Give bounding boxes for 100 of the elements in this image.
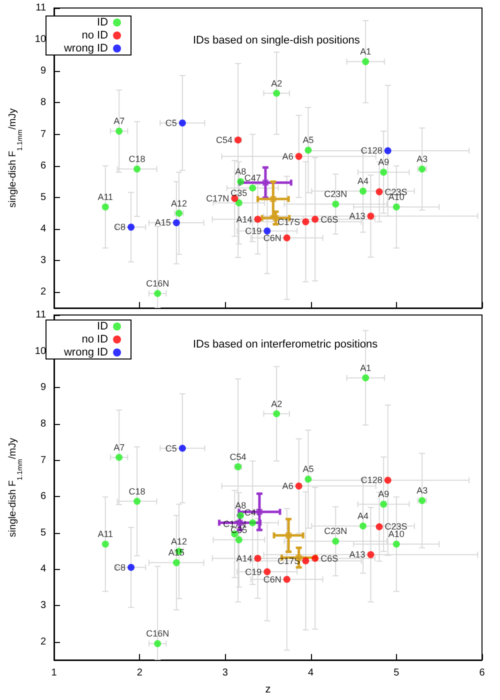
y-tick-label: 11: [36, 2, 46, 14]
y-tick-label: 4: [40, 564, 46, 575]
data-label: C19: [245, 226, 262, 236]
legend-label: no ID: [82, 334, 108, 346]
point: [249, 184, 256, 192]
legend-label: wrong ID: [62, 42, 108, 54]
point: [367, 212, 374, 220]
point: [172, 219, 180, 226]
y-tick-label: 8: [40, 97, 46, 108]
data-label: C128: [360, 146, 382, 156]
y-tick-label: 9: [40, 382, 46, 394]
data-label: A13: [349, 211, 366, 222]
point: [154, 640, 162, 648]
point: [312, 216, 319, 223]
data-label: A6: [282, 151, 294, 162]
data-label: A15: [154, 218, 171, 228]
data-label: C54: [230, 452, 246, 462]
point: [116, 128, 123, 135]
point: [380, 500, 388, 508]
data-label: A11: [98, 529, 114, 540]
data-label: C6N: [263, 574, 282, 584]
data-label: A13: [349, 550, 366, 560]
data-label: C54: [216, 135, 233, 145]
point: [154, 290, 162, 297]
data-label: C17S: [278, 216, 300, 227]
data-label: C16N: [146, 628, 170, 639]
data-label: A3: [416, 486, 428, 496]
x-tick-label: 3: [222, 668, 228, 678]
point: [235, 536, 242, 544]
point: [264, 227, 271, 234]
data-label: C18: [128, 154, 146, 164]
y-tick-label: 6: [40, 160, 46, 172]
data-label: C35: [230, 188, 248, 198]
legend-label: ID: [97, 320, 108, 332]
point: [273, 410, 280, 418]
point: [178, 444, 186, 452]
point: [286, 532, 292, 538]
data-label: A14: [236, 553, 252, 564]
x-tick-label: 5: [394, 668, 400, 678]
point: [116, 454, 123, 461]
data-label: C128: [360, 475, 382, 486]
y-tick-label: 7: [40, 128, 46, 140]
data-label: C6N: [263, 232, 282, 243]
point: [295, 152, 302, 160]
data-label: C16N: [146, 278, 170, 288]
data-label: A8: [235, 500, 246, 510]
legend-label: wrong ID: [62, 346, 108, 358]
point: [102, 203, 109, 210]
text: IDs based on interferometric positions: [193, 338, 378, 350]
data-label: A8: [235, 166, 246, 177]
point: [128, 224, 135, 231]
x-axis-title: z: [265, 684, 271, 696]
point: [272, 215, 279, 221]
point: [360, 188, 367, 195]
data-label: A9: [378, 157, 390, 168]
data-label: C23N: [324, 526, 348, 536]
y-tick-label: 10: [34, 346, 46, 357]
data-label: C8: [114, 222, 126, 232]
data-label: A11: [98, 192, 114, 202]
data-label: A4: [358, 176, 369, 186]
data-label: C5: [165, 443, 177, 454]
data-label: C23N: [324, 189, 348, 200]
data-label: A1: [360, 362, 372, 373]
point: [249, 519, 256, 526]
data-label: C17N: [206, 193, 230, 204]
y-tick-label: 5: [40, 192, 46, 203]
data-label: A9: [378, 489, 390, 500]
data-label: A12: [170, 198, 187, 208]
point: [376, 523, 383, 530]
y-tick-label: 5: [40, 527, 46, 538]
legend-label: no ID: [82, 30, 108, 42]
point: [283, 234, 290, 242]
point: [384, 147, 392, 154]
y-tick-label: 3: [40, 600, 46, 612]
point: [332, 538, 340, 545]
y-tick-label: 11: [36, 310, 46, 320]
y-tick-label: 10: [34, 34, 46, 46]
point: [235, 199, 242, 206]
y-tick-label: 4: [40, 224, 46, 235]
legend-label: ID: [97, 16, 108, 28]
data-label: A12: [170, 536, 187, 546]
y-tick-label: 6: [40, 491, 46, 502]
point: [380, 168, 388, 176]
data-label: C5: [165, 118, 177, 128]
data-label: A2: [271, 398, 282, 409]
data-label: A7: [114, 442, 125, 452]
data-label: C6S: [320, 214, 338, 224]
data-label: C18: [128, 486, 146, 496]
point: [392, 203, 400, 210]
data-label: A5: [302, 464, 314, 474]
y-tick-label: 3: [40, 255, 46, 266]
point: [273, 90, 280, 97]
point: [384, 476, 392, 484]
data-label: A2: [271, 78, 282, 88]
point: [283, 576, 290, 583]
point: [102, 540, 109, 548]
x-tick-label: 6: [479, 668, 486, 678]
y-tick-label: 7: [40, 454, 46, 466]
point: [264, 568, 271, 576]
data-label: C6S: [320, 553, 338, 564]
